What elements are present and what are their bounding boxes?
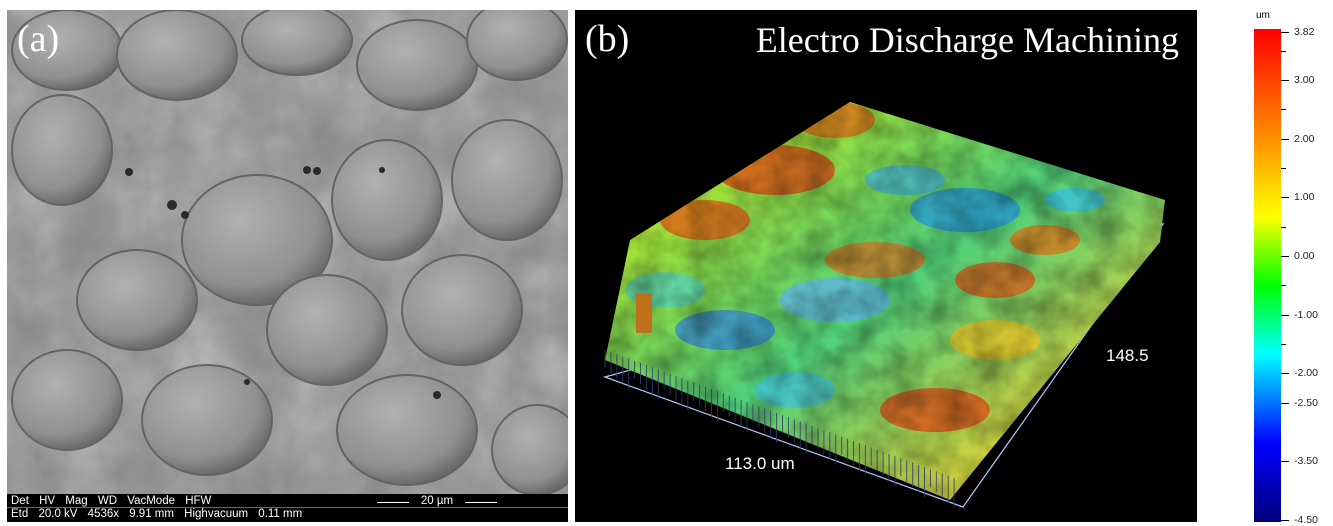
height-color-scale: um 3.82 3.00 2.00 1.00 0.00 -1.00 -2.00 -2.50 -3… xyxy=(1236,10,1333,526)
sem-grain xyxy=(466,10,568,81)
scale-minor-tick xyxy=(1281,50,1286,52)
scale-tick-label: -2.50 xyxy=(1294,396,1318,409)
sem-header: HV xyxy=(39,495,56,507)
scale-minor-tick xyxy=(1281,285,1286,287)
scale-tick xyxy=(1281,32,1289,33)
scale-minor-tick xyxy=(1281,461,1286,463)
sem-grain xyxy=(11,349,123,451)
sem-value: Etd xyxy=(11,508,29,520)
y-dimension-label: 148.5 xyxy=(1106,346,1149,365)
sem-grain xyxy=(336,374,478,486)
scale-tick-label: 0.00 xyxy=(1294,250,1315,263)
sem-header: Det xyxy=(11,495,29,507)
sem-grain xyxy=(11,94,113,206)
scale-tick-label: 2.00 xyxy=(1294,132,1315,145)
scale-tick xyxy=(1281,256,1289,258)
sem-grain xyxy=(266,274,388,386)
scale-tick xyxy=(1281,138,1289,140)
scale-minor-tick xyxy=(1281,402,1286,404)
panel-a-label: (a) xyxy=(17,18,60,60)
sem-header: WD xyxy=(97,495,118,507)
sem-grain xyxy=(241,10,353,76)
sem-surface-image xyxy=(7,10,568,522)
sem-grain xyxy=(331,139,443,261)
sem-grain xyxy=(181,174,333,306)
sem-grain xyxy=(451,119,563,241)
sem-value: 20.0 kV xyxy=(38,508,78,520)
scale-tick xyxy=(1281,314,1289,316)
sem-value: 0.11 mm xyxy=(258,508,303,520)
scale-minor-tick xyxy=(1281,226,1286,228)
scale-tick xyxy=(1281,520,1289,521)
scale-tick xyxy=(1281,373,1289,375)
scale-tick xyxy=(1281,197,1289,199)
scale-tick-label: -2.00 xyxy=(1294,367,1318,380)
sem-grain xyxy=(401,254,523,366)
scale-tick-label: -1.00 xyxy=(1294,308,1318,321)
surface-3d-plot xyxy=(603,102,1165,508)
scale-tick-label: 1.00 xyxy=(1294,191,1315,204)
sem-grain xyxy=(76,249,198,351)
scale-unit: um xyxy=(1256,10,1270,21)
sem-info-values: Etd 20.0 kV 4536x 9.91 mm Highvacuum 0.1… xyxy=(11,508,309,521)
scale-tick xyxy=(1281,80,1289,82)
sem-info-headers: Det HV Mag WD VacMode HFW xyxy=(11,495,218,508)
sem-header: Mag xyxy=(65,495,88,507)
sem-scale-bar: 20 µm xyxy=(377,495,497,508)
sem-value: 9.91 mm xyxy=(129,508,174,520)
sem-micrograph-panel: (a) Det HV Mag WD VacMode HFW Etd 20.0 k… xyxy=(7,10,568,522)
x-dimension-label: 113.0 um xyxy=(725,454,795,473)
scale-minor-tick xyxy=(1281,168,1286,170)
sem-info-bar: Det HV Mag WD VacMode HFW Etd 20.0 kV 45… xyxy=(7,494,568,522)
scale-tick-label: -3.50 xyxy=(1294,455,1318,468)
sem-grain xyxy=(356,19,478,111)
scale-gradient xyxy=(1254,29,1281,522)
sem-value: 4536x xyxy=(87,508,120,520)
sem-value: Highvacuum xyxy=(184,508,249,520)
sem-header: VacMode xyxy=(127,495,175,507)
scale-minor-tick xyxy=(1281,344,1286,346)
sem-grain xyxy=(116,10,238,101)
surface-profile-panel: (b) Electro Discharge Machining 113.0 um… xyxy=(575,10,1197,522)
sem-header: HFW xyxy=(185,495,212,507)
panel-b-label: (b) xyxy=(585,18,630,60)
scale-minor-tick xyxy=(1281,109,1286,111)
sem-grain xyxy=(141,364,273,476)
scale-tick-label: 3.00 xyxy=(1294,74,1315,87)
scale-tick-label: -4.50 xyxy=(1294,514,1318,526)
panel-title: Electro Discharge Machining xyxy=(755,20,1179,60)
scale-tick-label: 3.82 xyxy=(1294,26,1315,38)
